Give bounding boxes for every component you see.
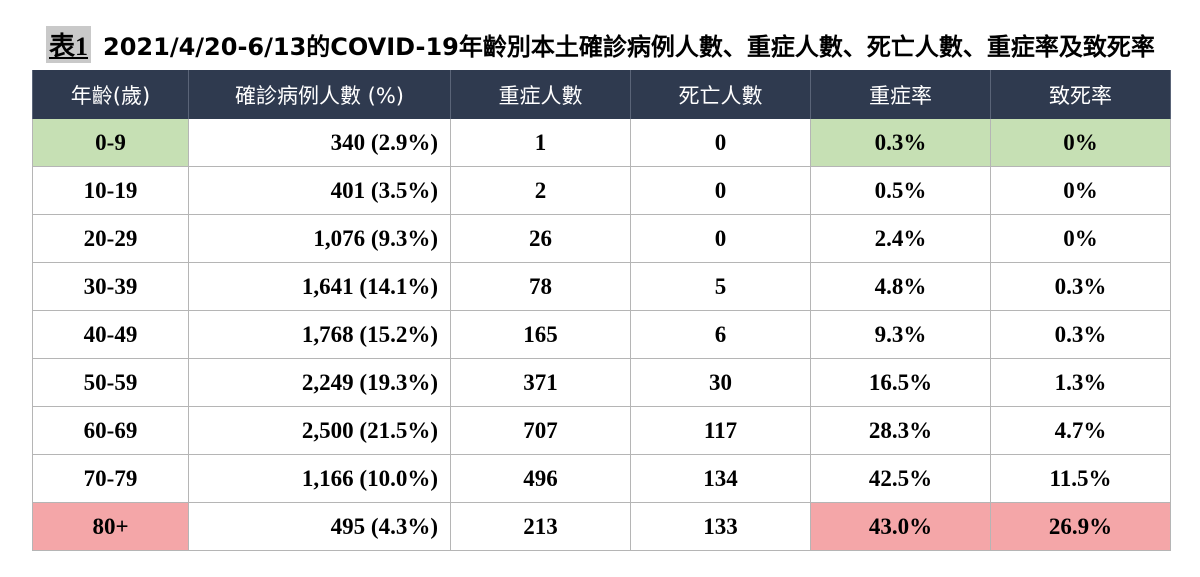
cell-severe-rate: 43.0% xyxy=(810,502,991,551)
table-body: 0-9 340 (2.9%) 1 0 0.3% 0% 10-19 401 (3.… xyxy=(32,119,1171,551)
cell-fatality-rate: 0.3% xyxy=(990,310,1171,359)
cell-fatality-rate: 26.9% xyxy=(990,502,1171,551)
cell-deaths: 0 xyxy=(630,214,811,263)
cell-age: 0-9 xyxy=(32,119,189,167)
cell-age: 30-39 xyxy=(32,262,189,311)
cell-cases: 1,076 (9.3%) xyxy=(188,214,451,263)
cell-age: 50-59 xyxy=(32,358,189,407)
cell-cases: 2,500 (21.5%) xyxy=(188,406,451,455)
cell-deaths: 30 xyxy=(630,358,811,407)
cell-age: 40-49 xyxy=(32,310,189,359)
header-fatality-rate: 致死率 xyxy=(990,70,1171,119)
cell-age: 10-19 xyxy=(32,166,189,215)
cell-age: 80+ xyxy=(32,502,189,551)
cell-severe-rate: 16.5% xyxy=(810,358,991,407)
table-row: 0-9 340 (2.9%) 1 0 0.3% 0% xyxy=(32,119,1171,167)
cell-severe-rate: 2.4% xyxy=(810,214,991,263)
table-row: 50-59 2,249 (19.3%) 371 30 16.5% 1.3% xyxy=(32,358,1171,407)
cell-fatality-rate: 0% xyxy=(990,166,1171,215)
cell-cases: 1,166 (10.0%) xyxy=(188,454,451,503)
cell-cases: 1,768 (15.2%) xyxy=(188,310,451,359)
header-severe-rate: 重症率 xyxy=(810,70,991,119)
cell-fatality-rate: 0% xyxy=(990,214,1171,263)
cell-fatality-rate: 0.3% xyxy=(990,262,1171,311)
table-row: 20-29 1,076 (9.3%) 26 0 2.4% 0% xyxy=(32,214,1171,263)
table-caption: 表1 2021/4/20-6/13的COVID-19年齡別本土確診病例人數、重症… xyxy=(46,24,1155,64)
cell-severe: 1 xyxy=(450,119,631,167)
cell-severe: 2 xyxy=(450,166,631,215)
cell-severe-rate: 0.3% xyxy=(810,119,991,167)
cell-deaths: 133 xyxy=(630,502,811,551)
cell-deaths: 5 xyxy=(630,262,811,311)
header-cases: 確診病例人數 (%) xyxy=(188,70,451,119)
table-header-row: 年齡(歲) 確診病例人數 (%) 重症人數 死亡人數 重症率 致死率 xyxy=(32,70,1171,119)
table-row: 40-49 1,768 (15.2%) 165 6 9.3% 0.3% xyxy=(32,310,1171,359)
cell-severe: 213 xyxy=(450,502,631,551)
cell-age: 60-69 xyxy=(32,406,189,455)
header-deaths: 死亡人數 xyxy=(630,70,811,119)
cell-deaths: 0 xyxy=(630,166,811,215)
cell-severe: 707 xyxy=(450,406,631,455)
table-row: 70-79 1,166 (10.0%) 496 134 42.5% 11.5% xyxy=(32,454,1171,503)
table-row: 30-39 1,641 (14.1%) 78 5 4.8% 0.3% xyxy=(32,262,1171,311)
covid-age-table: 年齡(歲) 確診病例人數 (%) 重症人數 死亡人數 重症率 致死率 0-9 3… xyxy=(32,70,1171,551)
cell-severe-rate: 0.5% xyxy=(810,166,991,215)
cell-severe-rate: 42.5% xyxy=(810,454,991,503)
cell-cases: 1,641 (14.1%) xyxy=(188,262,451,311)
header-age: 年齡(歲) xyxy=(32,70,189,119)
cell-cases: 401 (3.5%) xyxy=(188,166,451,215)
cell-severe: 371 xyxy=(450,358,631,407)
cell-cases: 2,249 (19.3%) xyxy=(188,358,451,407)
cell-cases: 495 (4.3%) xyxy=(188,502,451,551)
table-row: 80+ 495 (4.3%) 213 133 43.0% 26.9% xyxy=(32,502,1171,551)
header-severe: 重症人數 xyxy=(450,70,631,119)
table-number-tag: 表1 xyxy=(46,25,92,63)
cell-deaths: 117 xyxy=(630,406,811,455)
cell-severe: 496 xyxy=(450,454,631,503)
cell-fatality-rate: 1.3% xyxy=(990,358,1171,407)
table-row: 60-69 2,500 (21.5%) 707 117 28.3% 4.7% xyxy=(32,406,1171,455)
cell-deaths: 0 xyxy=(630,119,811,167)
cell-severe: 165 xyxy=(450,310,631,359)
table-row: 10-19 401 (3.5%) 2 0 0.5% 0% xyxy=(32,166,1171,215)
cell-severe: 78 xyxy=(450,262,631,311)
cell-fatality-rate: 0% xyxy=(990,119,1171,167)
cell-cases: 340 (2.9%) xyxy=(188,119,451,167)
cell-age: 70-79 xyxy=(32,454,189,503)
cell-fatality-rate: 4.7% xyxy=(990,406,1171,455)
cell-deaths: 6 xyxy=(630,310,811,359)
cell-severe-rate: 9.3% xyxy=(810,310,991,359)
cell-severe: 26 xyxy=(450,214,631,263)
table-title: 2021/4/20-6/13的COVID-19年齡別本土確診病例人數、重症人數、… xyxy=(103,32,1155,61)
cell-severe-rate: 28.3% xyxy=(810,406,991,455)
cell-deaths: 134 xyxy=(630,454,811,503)
cell-fatality-rate: 11.5% xyxy=(990,454,1171,503)
cell-severe-rate: 4.8% xyxy=(810,262,991,311)
cell-age: 20-29 xyxy=(32,214,189,263)
